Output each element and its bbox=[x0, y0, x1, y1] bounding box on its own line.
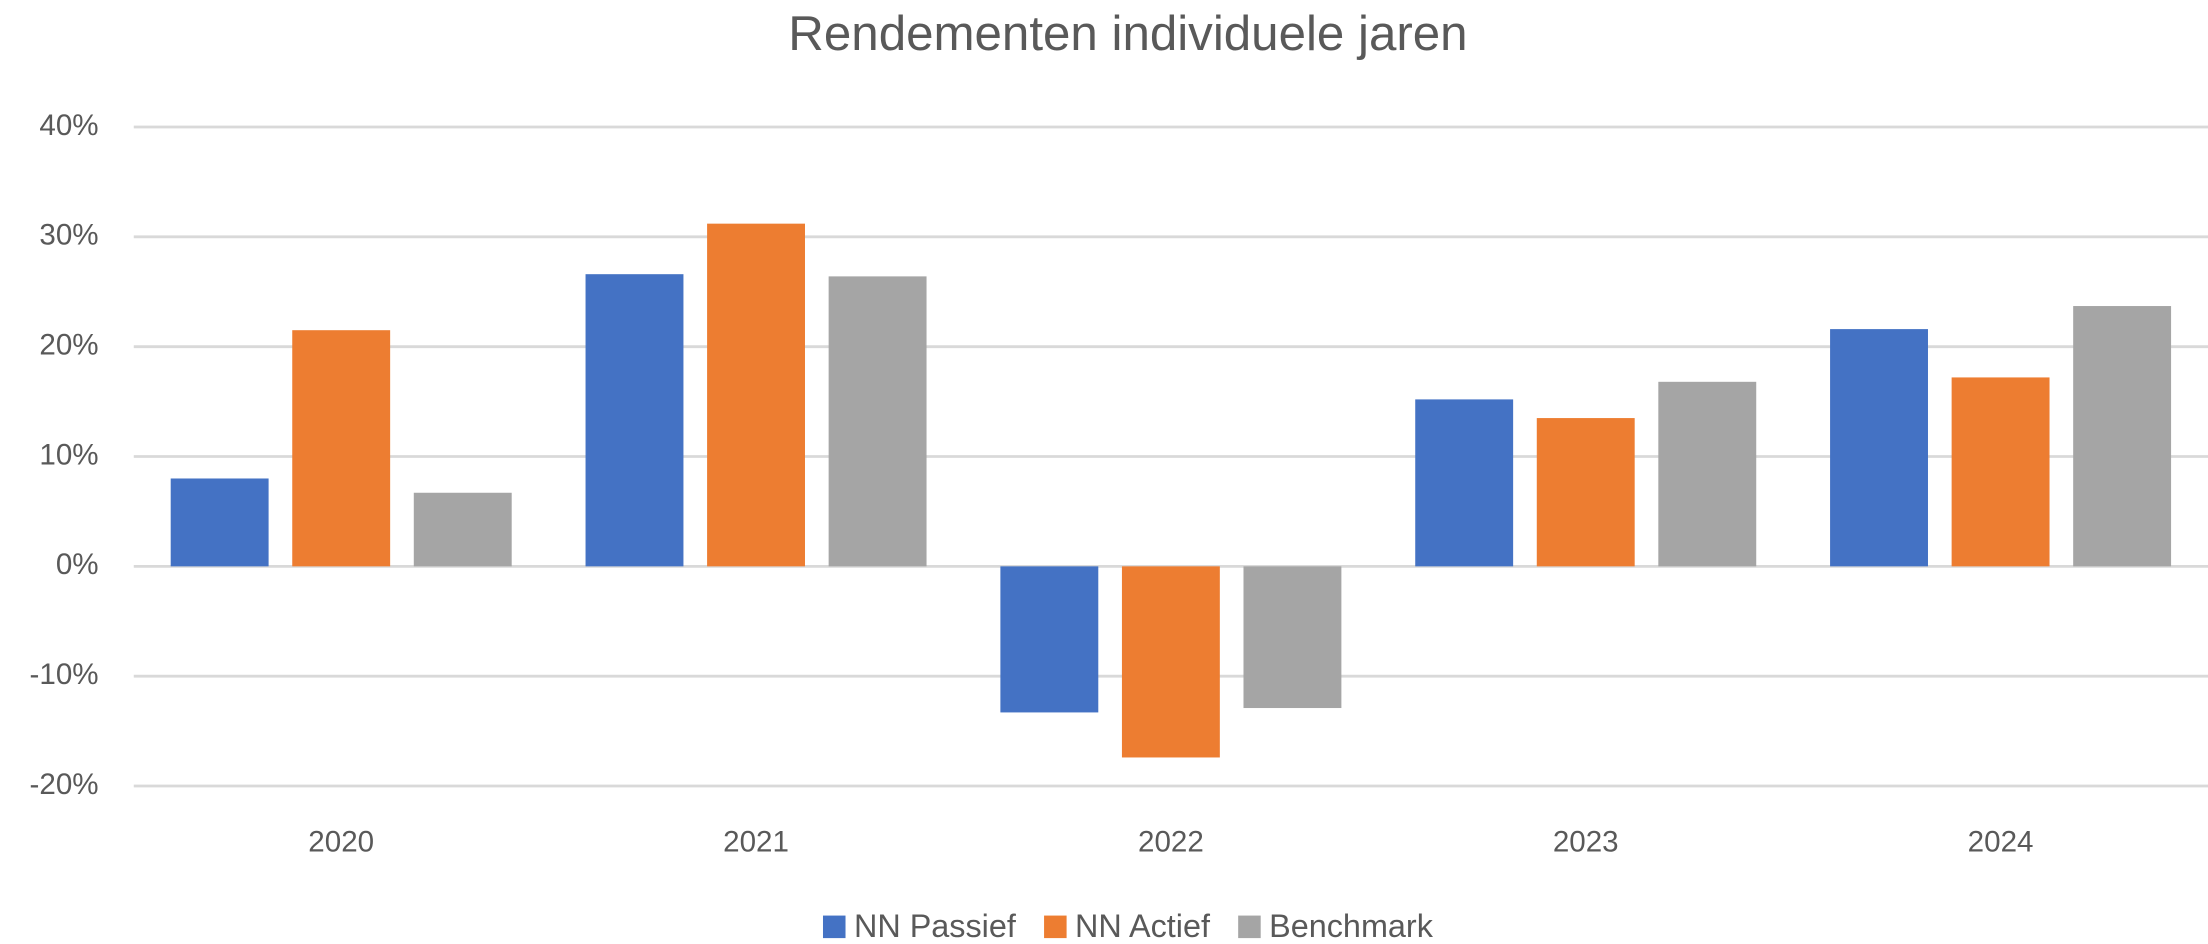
bar bbox=[1658, 381, 1757, 567]
bar bbox=[170, 478, 269, 567]
bar bbox=[1000, 566, 1099, 713]
bar bbox=[828, 276, 927, 567]
x-tick-label: 2021 bbox=[723, 826, 789, 859]
bar bbox=[292, 330, 391, 567]
bar bbox=[707, 223, 805, 567]
y-tick-label: 10% bbox=[39, 438, 98, 471]
x-tick-label: 2024 bbox=[1968, 826, 2034, 859]
bar bbox=[1243, 566, 1342, 709]
legend-label: Benchmark bbox=[1269, 908, 1434, 944]
x-tick-label: 2020 bbox=[308, 826, 374, 859]
chart-title: Rendementen individuele jaren bbox=[788, 6, 1467, 61]
x-tick-label: 2023 bbox=[1553, 826, 1619, 859]
bar bbox=[1415, 399, 1514, 567]
y-tick-label: 0% bbox=[56, 548, 99, 581]
legend-swatch bbox=[1044, 915, 1067, 939]
y-tick-label: -10% bbox=[30, 658, 99, 691]
bar bbox=[1536, 418, 1635, 567]
y-tick-label: 20% bbox=[39, 328, 98, 361]
bar bbox=[1951, 377, 2050, 567]
y-tick-label: 30% bbox=[39, 219, 98, 252]
y-tick-label: 40% bbox=[39, 109, 98, 142]
bar bbox=[1830, 329, 1928, 567]
bar bbox=[413, 492, 512, 567]
legend-label: NN Passief bbox=[854, 908, 1017, 944]
legend-label: NN Actief bbox=[1075, 908, 1211, 944]
bar bbox=[585, 274, 684, 567]
legend-swatch bbox=[822, 915, 846, 939]
bar bbox=[1121, 566, 1220, 758]
legend-swatch bbox=[1238, 915, 1261, 939]
y-tick-label: -20% bbox=[30, 768, 99, 801]
bar bbox=[2073, 306, 2172, 567]
x-tick-label: 2022 bbox=[1138, 826, 1204, 859]
